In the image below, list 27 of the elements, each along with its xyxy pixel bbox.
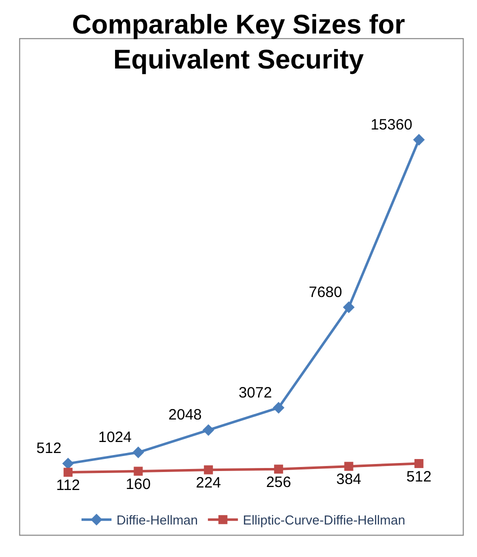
data-label: 3072 — [238, 384, 272, 402]
point — [204, 465, 213, 474]
data-label: 15360 — [370, 116, 412, 134]
point — [274, 464, 284, 474]
data-label: 384 — [336, 471, 362, 488]
legend-label: Diffie-Hellman — [116, 512, 198, 528]
data-label: 512 — [406, 468, 432, 486]
point — [413, 134, 425, 146]
legend-label: Elliptic-Curve-Diffie-Hellman — [242, 512, 406, 528]
point — [414, 459, 424, 468]
point — [272, 402, 284, 414]
chart-title: Comparable Key Sizes for Equivalent Security — [72, 9, 406, 75]
point — [202, 424, 214, 436]
data-label: 112 — [56, 477, 80, 494]
point — [342, 301, 355, 314]
point — [62, 458, 74, 470]
data-label: 2048 — [168, 406, 202, 424]
point — [344, 462, 354, 471]
data-label: 160 — [126, 476, 151, 494]
data-label: 256 — [266, 474, 292, 492]
data-label: 7680 — [308, 284, 342, 301]
point — [132, 446, 144, 458]
data-label: 224 — [196, 474, 221, 492]
data-label: 512 — [36, 440, 62, 458]
point — [134, 466, 143, 476]
point — [64, 468, 73, 477]
data-label: 1024 — [98, 429, 132, 446]
